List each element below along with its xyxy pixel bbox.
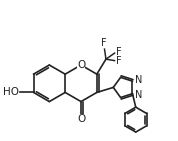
- Text: N: N: [135, 90, 142, 100]
- Text: O: O: [77, 114, 85, 124]
- Text: N: N: [135, 75, 142, 85]
- Text: HO: HO: [3, 87, 19, 97]
- Text: F: F: [116, 56, 122, 66]
- Text: F: F: [101, 38, 107, 48]
- Text: F: F: [116, 47, 122, 57]
- Text: O: O: [77, 60, 85, 70]
